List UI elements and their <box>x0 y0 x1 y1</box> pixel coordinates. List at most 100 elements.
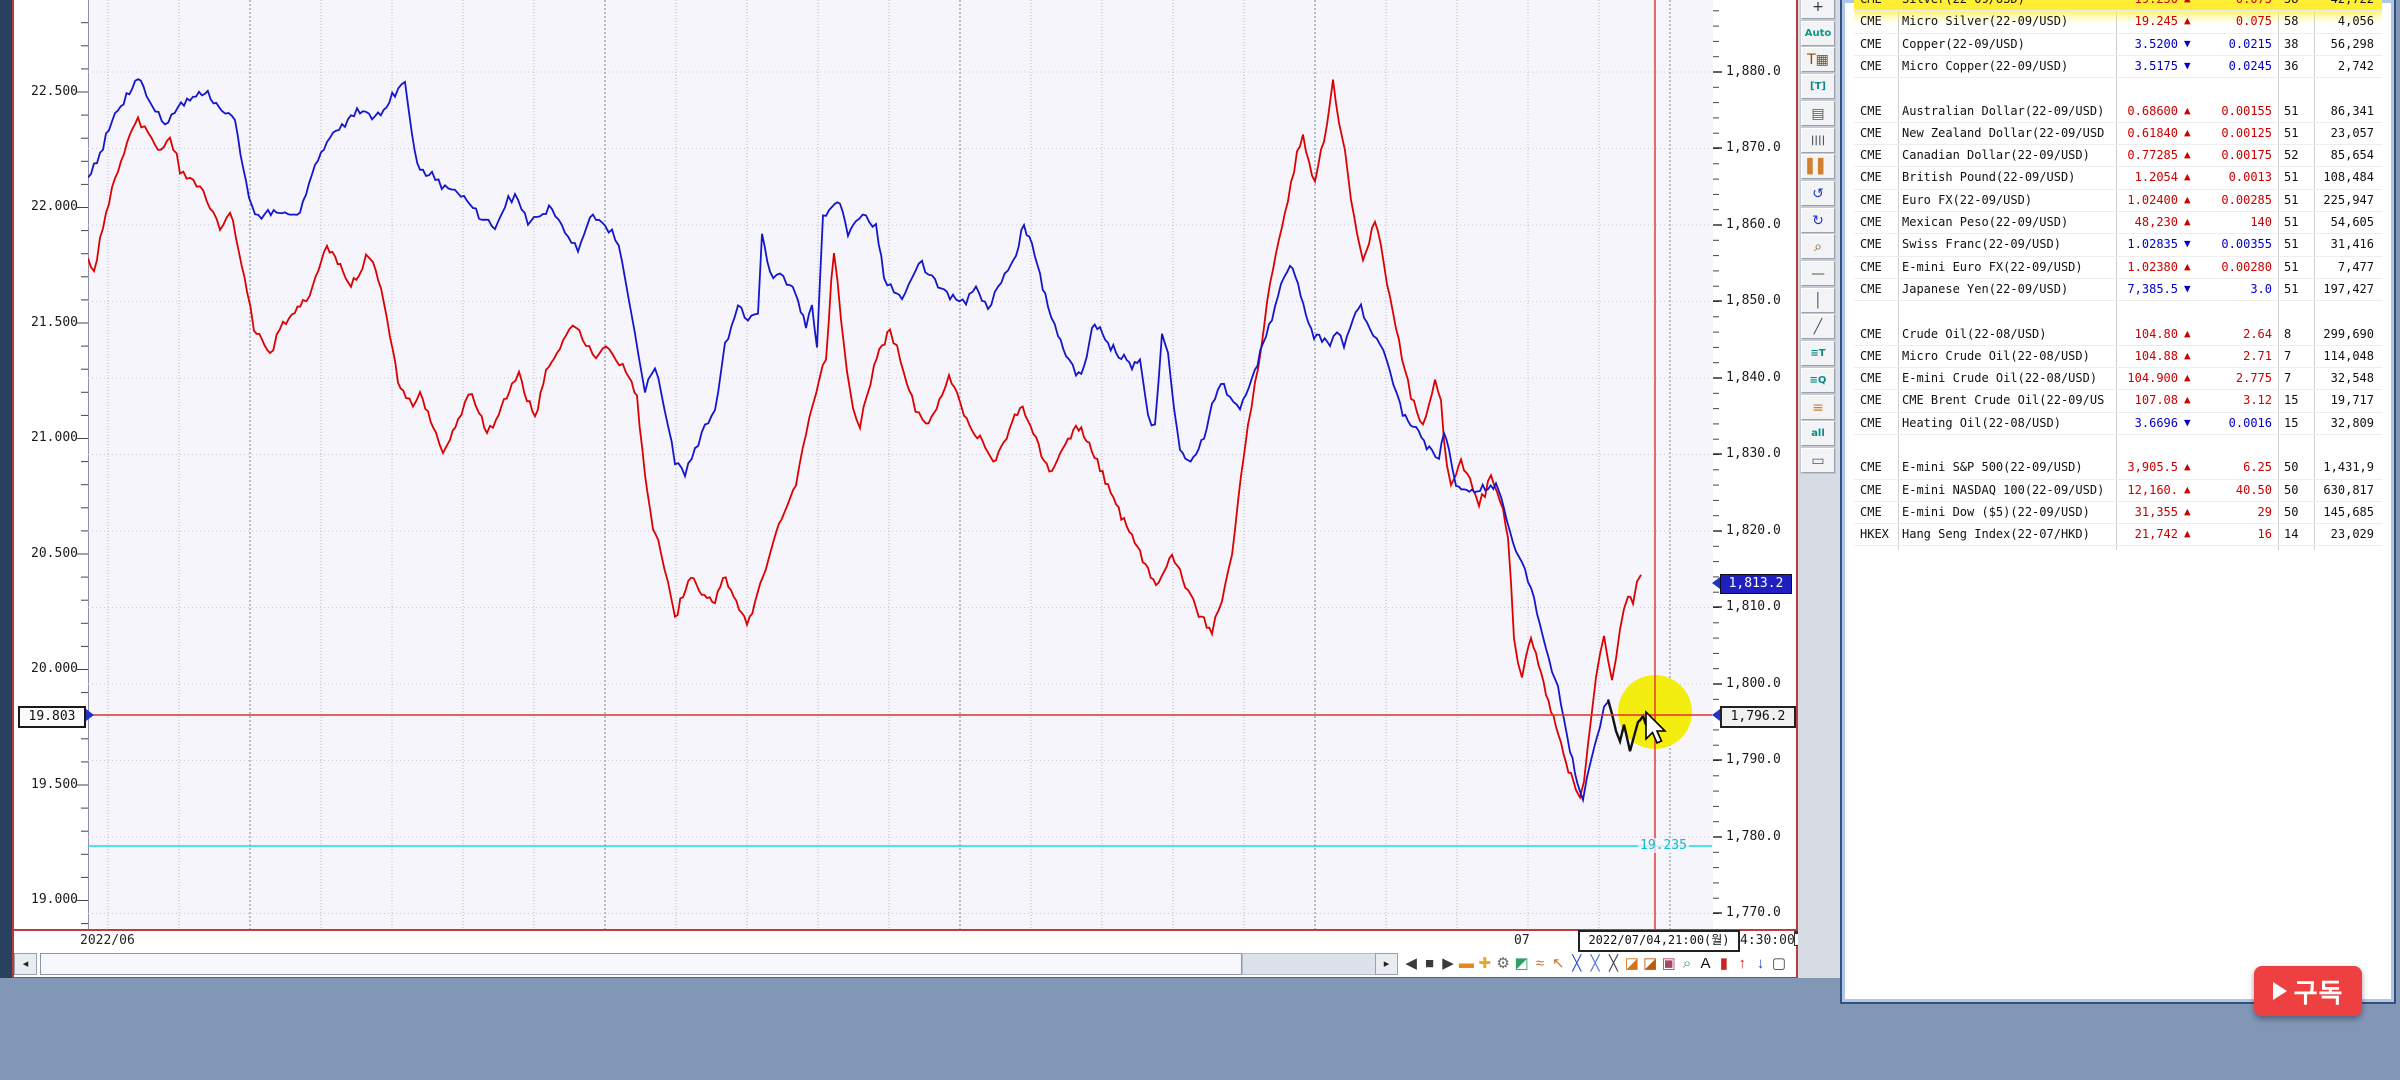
count-cell: 8 <box>2284 326 2292 341</box>
time-axis-time-label: 4:30:00 <box>1740 933 1795 948</box>
scrollbar-thumb[interactable] <box>40 953 1242 975</box>
quote-row[interactable]: CME Micro Copper(22-09/USD) 3.5175 ▼ 0.0245 3… <box>1854 55 2382 79</box>
up-arrow-icon: ▲ <box>2184 148 2191 162</box>
down-arrow-icon: ▼ <box>2184 58 2191 72</box>
quote-row[interactable]: CME Swiss Franc(22-09/USD) 1.02835 ▼ 0.00355… <box>1854 233 2382 257</box>
text-a-icon[interactable]: A <box>1700 955 1711 972</box>
quote-row[interactable]: CME E-mini Euro FX(22-09/USD) 1.02380 ▲ 0.00… <box>1854 256 2382 279</box>
vline-tool[interactable]: │ <box>1801 287 1835 313</box>
quote-row[interactable]: CME Micro Silver(22-09/USD) 19.245 ▲ 0.075 58… <box>1854 10 2382 34</box>
pointer-icon[interactable]: ↖ <box>1552 955 1565 972</box>
quote-row[interactable]: CME Copper(22-09/USD) 3.5200 ▼ 0.0215 38 56,29… <box>1854 33 2382 56</box>
scrollbar-track[interactable] <box>1242 953 1388 975</box>
colored-bars-tool[interactable]: ▌▌ <box>1801 154 1835 180</box>
exchange-cell: CME <box>1860 215 1882 229</box>
accounts-icon[interactable]: ◩ <box>1514 955 1529 972</box>
volume-bar-icon[interactable]: ▮ <box>1719 955 1728 972</box>
vcr-prev-icon[interactable]: ◀ <box>1405 955 1417 972</box>
magnifier-tool[interactable]: ⌕ <box>1801 234 1835 260</box>
arrow-up-icon[interactable]: ↑ <box>1738 955 1746 972</box>
quote-row[interactable]: CME Heating Oil(22-08/USD) 3.6696 ▼ 0.0016 15… <box>1854 412 2382 435</box>
auto-tool[interactable]: Auto <box>1801 20 1835 46</box>
chart-plot-area[interactable] <box>88 0 1713 930</box>
instrument-name-cell: E-mini Euro FX(22-09/USD) <box>1902 259 2083 274</box>
up-arrow-icon: ▲ <box>2184 460 2191 474</box>
price-cell: 3,905.5 <box>2127 460 2178 475</box>
quote-row[interactable]: CME Crude Oil(22-08/USD) 104.80 ▲ 2.64 8 299,6… <box>1854 323 2382 346</box>
eraser-all-icon[interactable]: ◪ <box>1643 955 1658 972</box>
crosshair-icon[interactable]: ╳ <box>1572 955 1582 972</box>
vertical-lines-tool[interactable]: |||| <box>1801 127 1835 153</box>
count-cell: 15 <box>2284 415 2299 430</box>
scroll-right-button[interactable]: ▸ <box>1375 953 1398 975</box>
vcr-play-icon[interactable]: ▶ <box>1442 955 1454 972</box>
up-arrow-icon: ▲ <box>2184 259 2191 273</box>
erase-all-tool[interactable]: all <box>1801 421 1835 447</box>
instrument-name-cell: Silver(22-09/USD) <box>1902 0 2115 10</box>
left-axis-tick-label: 21.000 <box>31 430 78 445</box>
settings-gear-icon[interactable]: ⚙ <box>1496 955 1510 972</box>
rect-tool[interactable]: ▭ <box>1801 447 1835 473</box>
zoom-out-icon[interactable]: ▬ <box>1458 955 1474 972</box>
exchange-cell: CME <box>1860 0 1898 10</box>
quote-row[interactable]: CME E-mini Dow ($5)(22-09/USD) 31,355 ▲ 29 50… <box>1854 501 2382 525</box>
undo-button[interactable]: ↺ <box>1801 180 1835 206</box>
quote-row[interactable]: CME British Pound(22-09/USD) 1.2054 ▲ 0.0013… <box>1854 166 2382 190</box>
count-cell: 51 <box>2284 237 2299 252</box>
right-axis-tick-label: 1,830.0 <box>1726 446 1781 461</box>
quote-row[interactable]: CME Silver(22-09/USD)19.250 ▲0.075 5842,722 <box>1854 0 2382 12</box>
change-cell: 2.71 <box>2243 348 2272 363</box>
eraser-icon[interactable]: ◪ <box>1624 955 1639 972</box>
exchange-cell: CME <box>1860 415 1882 430</box>
price-cell: 31,355 <box>2134 504 2178 519</box>
exchange-cell: CME <box>1860 460 1882 475</box>
quote-row[interactable]: CME CME Brent Crude Oil(22-09/US 107.08 ▲ 3.… <box>1854 389 2382 413</box>
line-chart-icon[interactable]: ≈ <box>1535 955 1545 972</box>
price-cell: 1.02400 <box>2127 192 2178 207</box>
zoom-in-icon[interactable]: ✚ <box>1478 955 1492 972</box>
crosshair-alt-icon[interactable]: ╳ <box>1590 955 1600 972</box>
quote-row[interactable]: CME E-mini S&P 500(22-09/USD) 3,905.5 ▲ 6.25… <box>1854 456 2382 480</box>
quote-tool[interactable]: ≡Q <box>1801 367 1835 393</box>
count-cell: 7 <box>2284 348 2292 363</box>
quote-row[interactable]: CME Australian Dollar(22-09/USD) 0.68600 ▲ 0… <box>1854 100 2382 123</box>
quote-row[interactable]: CME E-mini Crude Oil(22-08/USD) 104.900 ▲ 2.… <box>1854 367 2382 391</box>
chart-window-icon[interactable]: ▣ <box>1661 955 1676 972</box>
quote-row[interactable]: CME E-mini NASDAQ 100(22-09/USD) 12,160. ▲ 4… <box>1854 479 2382 502</box>
left-axis-tick-label: 19.000 <box>31 892 78 907</box>
up-arrow-icon: ▲ <box>2184 125 2191 139</box>
quote-row[interactable]: CME Japanese Yen(22-09/USD) 7,385.5 ▼ 3.0 51 1… <box>1854 278 2382 302</box>
redo-button[interactable]: ↻ <box>1801 207 1835 233</box>
instrument-name-cell: Hang Seng Index(22-07/HKD) <box>1902 527 2090 542</box>
quote-row[interactable]: HKEX Hang Seng Index(22-07/HKD) 21,742 ▲ 16 1… <box>1854 523 2382 547</box>
arrow-down-icon[interactable]: ↓ <box>1756 955 1765 972</box>
quote-row[interactable]: CME Canadian Dollar(22-09/USD) 0.77285 ▲ 0.0… <box>1854 144 2382 168</box>
trendline-tool[interactable]: ╱ <box>1801 314 1835 340</box>
quote-row[interactable]: CME Micro Crude Oil(22-08/USD) 104.88 ▲ 2.71… <box>1854 345 2382 369</box>
volume-cell: 7,477 <box>2337 259 2374 274</box>
quote-row[interactable]: CME Euro FX(22-09/USD) 1.02400 ▲ 0.00285 51 22… <box>1854 189 2382 212</box>
text-t-tool[interactable]: ≡T <box>1801 341 1835 367</box>
up-arrow-icon: ▲ <box>2184 0 2202 10</box>
instrument-name-cell: E-mini Crude Oil(22-08/USD) <box>1902 371 2098 386</box>
scroll-left-button[interactable]: ◂ <box>14 953 37 975</box>
quote-row[interactable]: CME Mexican Peso(22-09/USD) 48,230 ▲ 140 51 54… <box>1854 211 2382 235</box>
search-icon[interactable]: ⌕ <box>1682 955 1692 972</box>
fullscreen-icon[interactable]: ▢ <box>1771 955 1787 972</box>
drawing-toolbar: + Auto T▦ [T] ▤ |||| ▌▌ ↺ ↻ ⌕ — │ ╱ ≡T ≡Q ≡ all ▭ <box>1798 0 1840 978</box>
subscribe-button[interactable]: 구독 <box>2254 966 2362 1016</box>
last-price-box: 1,813.2 <box>1720 574 1792 594</box>
text-table-tool[interactable]: T▦ <box>1801 47 1835 73</box>
lines-tool[interactable]: ≡ <box>1801 394 1835 420</box>
add-tool[interactable]: + <box>1801 0 1835 19</box>
delete-lines-icon[interactable]: ╳ <box>1608 955 1618 972</box>
hline-tool[interactable]: — <box>1801 261 1835 286</box>
count-cell: 51 <box>2284 125 2299 140</box>
text-box-tool[interactable]: [T] <box>1801 74 1835 100</box>
exchange-cell: CME <box>1860 148 1882 163</box>
image-tool[interactable]: ▤ <box>1801 100 1835 126</box>
quote-row[interactable]: CME New Zealand Dollar(22-09/USD 0.61840 ▲ 0… <box>1854 122 2382 146</box>
up-arrow-icon: ▲ <box>2184 504 2191 518</box>
vcr-stop-icon[interactable]: ■ <box>1425 955 1435 972</box>
